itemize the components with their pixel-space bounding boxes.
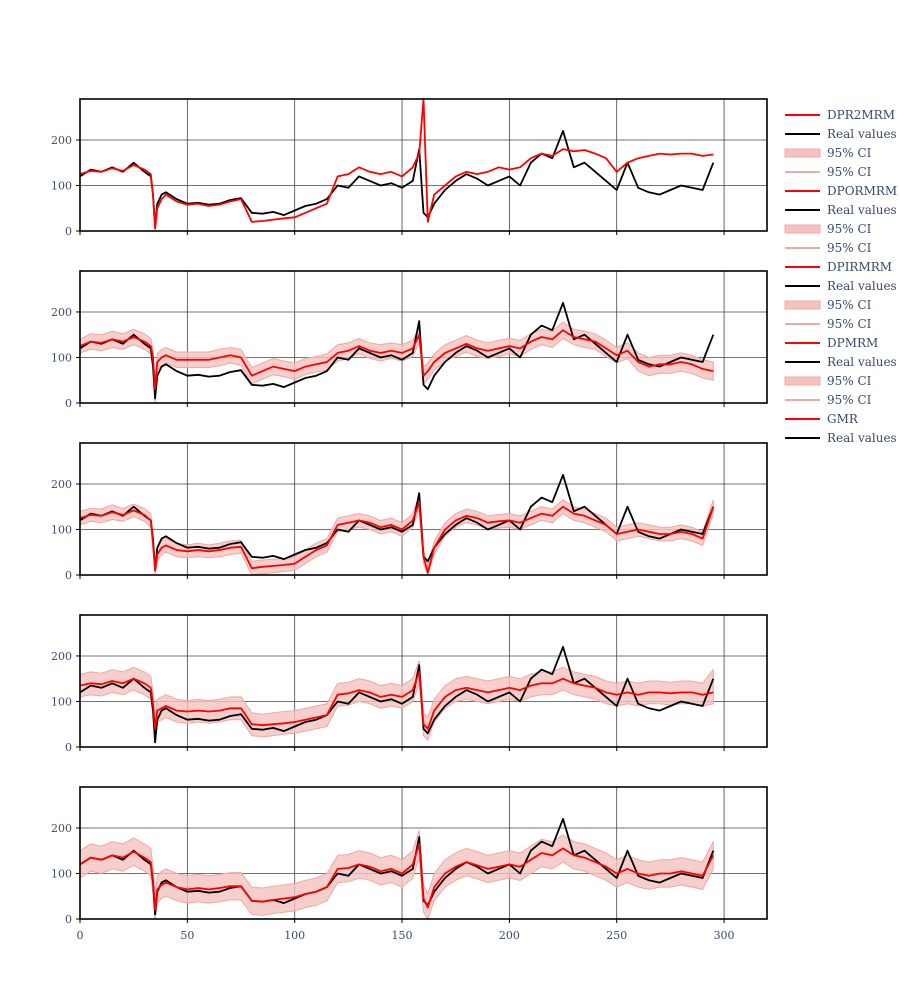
ci-band bbox=[79, 321, 714, 404]
legend-label: 95% CI bbox=[827, 241, 872, 255]
ci-band bbox=[79, 830, 714, 921]
legend-label: Real values bbox=[827, 431, 897, 445]
x-tick-label: 150 bbox=[392, 929, 413, 942]
legend-label: Real values bbox=[827, 355, 897, 369]
y-tick-label: 0 bbox=[65, 569, 72, 582]
panel-dpormrm: 0 100 200 bbox=[51, 270, 768, 410]
legend-label: 95% CI bbox=[827, 146, 872, 160]
y-tick-label: 200 bbox=[51, 822, 72, 835]
legend-item: 95% CI bbox=[785, 241, 872, 255]
x-tick-label: 100 bbox=[284, 929, 305, 942]
prediction-line bbox=[79, 329, 714, 391]
legend-label: Real values bbox=[827, 203, 897, 217]
y-tick-label: 200 bbox=[51, 478, 72, 491]
legend-item: 95% CI bbox=[784, 298, 872, 312]
legend-label: GMR bbox=[827, 412, 859, 426]
legend-label: Real values bbox=[827, 279, 897, 293]
legend-item: DPORMRM bbox=[785, 184, 897, 198]
legend-label: 95% CI bbox=[827, 165, 872, 179]
legend-label: DPR2MRM bbox=[827, 108, 895, 122]
real-values-line bbox=[79, 473, 715, 572]
ci-band bbox=[79, 495, 714, 577]
y-tick-label: 100 bbox=[51, 351, 72, 364]
legend-item: 95% CI bbox=[785, 165, 872, 179]
y-tick-label: 0 bbox=[65, 741, 72, 754]
panel-frame bbox=[79, 98, 768, 232]
panel-frame bbox=[79, 442, 768, 576]
prediction-line bbox=[79, 671, 714, 730]
legend-swatch bbox=[784, 224, 821, 234]
legend-label: DPORMRM bbox=[827, 184, 897, 198]
legend-label: DPMRM bbox=[827, 336, 878, 350]
panel-frame bbox=[79, 270, 768, 404]
legend-label: 95% CI bbox=[827, 317, 872, 331]
legend-item: DPMRM bbox=[785, 336, 878, 350]
chart-legend: DPR2MRM Real values 95% CI 95% CI DPORMRM Rea… bbox=[784, 108, 897, 445]
legend-item: 95% CI bbox=[785, 317, 872, 331]
legend-item: Real values bbox=[785, 355, 897, 369]
legend-item: 95% CI bbox=[784, 146, 872, 160]
y-tick-label: 0 bbox=[65, 225, 72, 238]
legend-swatch bbox=[784, 148, 821, 158]
legend-item: DPR2MRM bbox=[785, 108, 895, 122]
legend-item: 95% CI bbox=[784, 374, 872, 388]
legend-item: Real values bbox=[785, 279, 897, 293]
legend-label: 95% CI bbox=[827, 374, 872, 388]
real-values-line bbox=[79, 129, 715, 228]
legend-label: 95% CI bbox=[827, 393, 872, 407]
panel-dpirmrm: 0 100 200 bbox=[51, 442, 768, 582]
x-tick-label: 0 bbox=[77, 929, 84, 942]
legend-label: Real values bbox=[827, 127, 897, 141]
real-values-line bbox=[79, 301, 715, 400]
y-tick-label: 200 bbox=[51, 306, 72, 319]
panel-frame bbox=[79, 614, 768, 748]
legend-item: Real values bbox=[785, 431, 897, 445]
y-tick-label: 200 bbox=[51, 134, 72, 147]
prediction-line bbox=[79, 843, 715, 911]
legend-item: DPIRMRM bbox=[785, 260, 892, 274]
x-tick-label: 250 bbox=[606, 929, 627, 942]
x-tick-label: 50 bbox=[180, 929, 194, 942]
y-tick-label: 100 bbox=[51, 523, 72, 536]
panel-dpmrm: 0 100 200 bbox=[51, 614, 768, 754]
y-tick-label: 200 bbox=[51, 650, 72, 663]
chart-panels: 0 100 200 0 100 200 0 100 200 0 100 200 0 100 200 0 50 10… bbox=[51, 98, 768, 942]
legend-item: GMR bbox=[785, 412, 859, 426]
legend-item: Real values bbox=[785, 203, 897, 217]
y-tick-label: 0 bbox=[65, 397, 72, 410]
y-tick-label: 100 bbox=[51, 179, 72, 192]
real-values-line bbox=[79, 818, 715, 916]
legend-label: 95% CI bbox=[827, 222, 872, 236]
x-tick-label: 300 bbox=[714, 929, 735, 942]
panel-dpr2mrm: 0 100 200 bbox=[51, 98, 768, 238]
y-tick-label: 100 bbox=[51, 695, 72, 708]
y-tick-label: 100 bbox=[51, 867, 72, 880]
ci-band bbox=[79, 660, 714, 742]
legend-label: DPIRMRM bbox=[827, 260, 892, 274]
y-tick-label: 0 bbox=[65, 913, 72, 926]
legend-swatch bbox=[784, 300, 821, 310]
panel-gmr: 0 100 200 0 50 100 150 200 250 300 bbox=[51, 786, 768, 942]
prediction-line bbox=[79, 98, 714, 230]
legend-item: 95% CI bbox=[784, 222, 872, 236]
legend-label: 95% CI bbox=[827, 298, 872, 312]
x-tick-label: 200 bbox=[499, 929, 520, 942]
panel-frame bbox=[79, 786, 768, 920]
legend-item: Real values bbox=[785, 127, 897, 141]
legend-swatch bbox=[784, 376, 821, 386]
prediction-line bbox=[79, 501, 715, 574]
legend-item: 95% CI bbox=[785, 393, 872, 407]
